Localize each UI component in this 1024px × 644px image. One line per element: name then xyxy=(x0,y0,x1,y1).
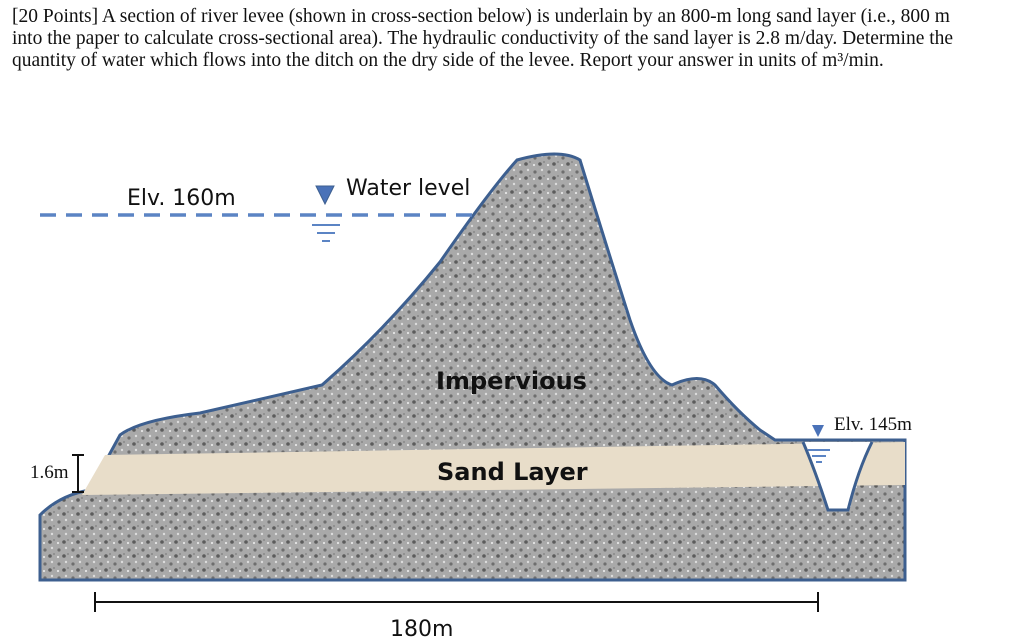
sand-layer-label: Sand Layer xyxy=(437,458,588,486)
ditch-water-symbol xyxy=(812,425,824,437)
ditch-elevation: Elv. 145m xyxy=(834,414,912,435)
ditch xyxy=(801,441,874,512)
length-dimension xyxy=(94,592,819,612)
sand-layer xyxy=(82,442,905,495)
length-label: 180m xyxy=(390,617,453,642)
river-elevation: Elv. 160m xyxy=(127,186,236,211)
water-symbol xyxy=(315,185,335,206)
thickness-bracket xyxy=(72,454,84,493)
question-text: [20 Points] A section of river levee (sh… xyxy=(12,6,954,71)
water-level-label: Water level xyxy=(346,176,470,201)
thickness-label: 1.6m xyxy=(30,462,69,483)
impervious-label: Impervious xyxy=(436,367,587,395)
